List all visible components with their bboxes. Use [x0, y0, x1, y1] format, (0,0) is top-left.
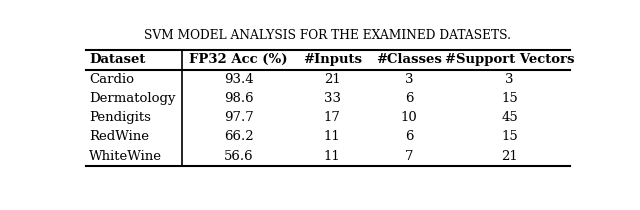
Text: 6: 6 — [405, 92, 413, 105]
Text: 97.7: 97.7 — [224, 111, 253, 124]
Text: 3: 3 — [506, 73, 514, 86]
Text: 11: 11 — [324, 150, 340, 163]
Text: 15: 15 — [501, 92, 518, 105]
Text: Pendigits: Pendigits — [89, 111, 151, 124]
Text: FP32 Acc (%): FP32 Acc (%) — [189, 53, 288, 66]
Text: 7: 7 — [405, 150, 413, 163]
Text: 21: 21 — [324, 73, 340, 86]
Text: RedWine: RedWine — [89, 130, 149, 143]
Text: #Inputs: #Inputs — [303, 53, 362, 66]
Text: Dermatology: Dermatology — [89, 92, 175, 105]
Text: 6: 6 — [405, 130, 413, 143]
Text: WhiteWine: WhiteWine — [89, 150, 162, 163]
Text: Cardio: Cardio — [89, 73, 134, 86]
Text: SVM MODEL ANALYSIS FOR THE EXAMINED DATASETS.: SVM MODEL ANALYSIS FOR THE EXAMINED DATA… — [145, 29, 511, 42]
Text: 56.6: 56.6 — [224, 150, 253, 163]
Text: 15: 15 — [501, 130, 518, 143]
Text: 98.6: 98.6 — [224, 92, 253, 105]
Text: 11: 11 — [324, 130, 340, 143]
Text: 66.2: 66.2 — [224, 130, 253, 143]
Text: 33: 33 — [324, 92, 340, 105]
Text: 93.4: 93.4 — [224, 73, 253, 86]
Text: 17: 17 — [324, 111, 340, 124]
Text: 45: 45 — [501, 111, 518, 124]
Text: 3: 3 — [405, 73, 413, 86]
Text: 21: 21 — [501, 150, 518, 163]
Text: Dataset: Dataset — [89, 53, 145, 66]
Text: #Support Vectors: #Support Vectors — [445, 53, 574, 66]
Text: #Classes: #Classes — [376, 53, 442, 66]
Text: 10: 10 — [401, 111, 417, 124]
